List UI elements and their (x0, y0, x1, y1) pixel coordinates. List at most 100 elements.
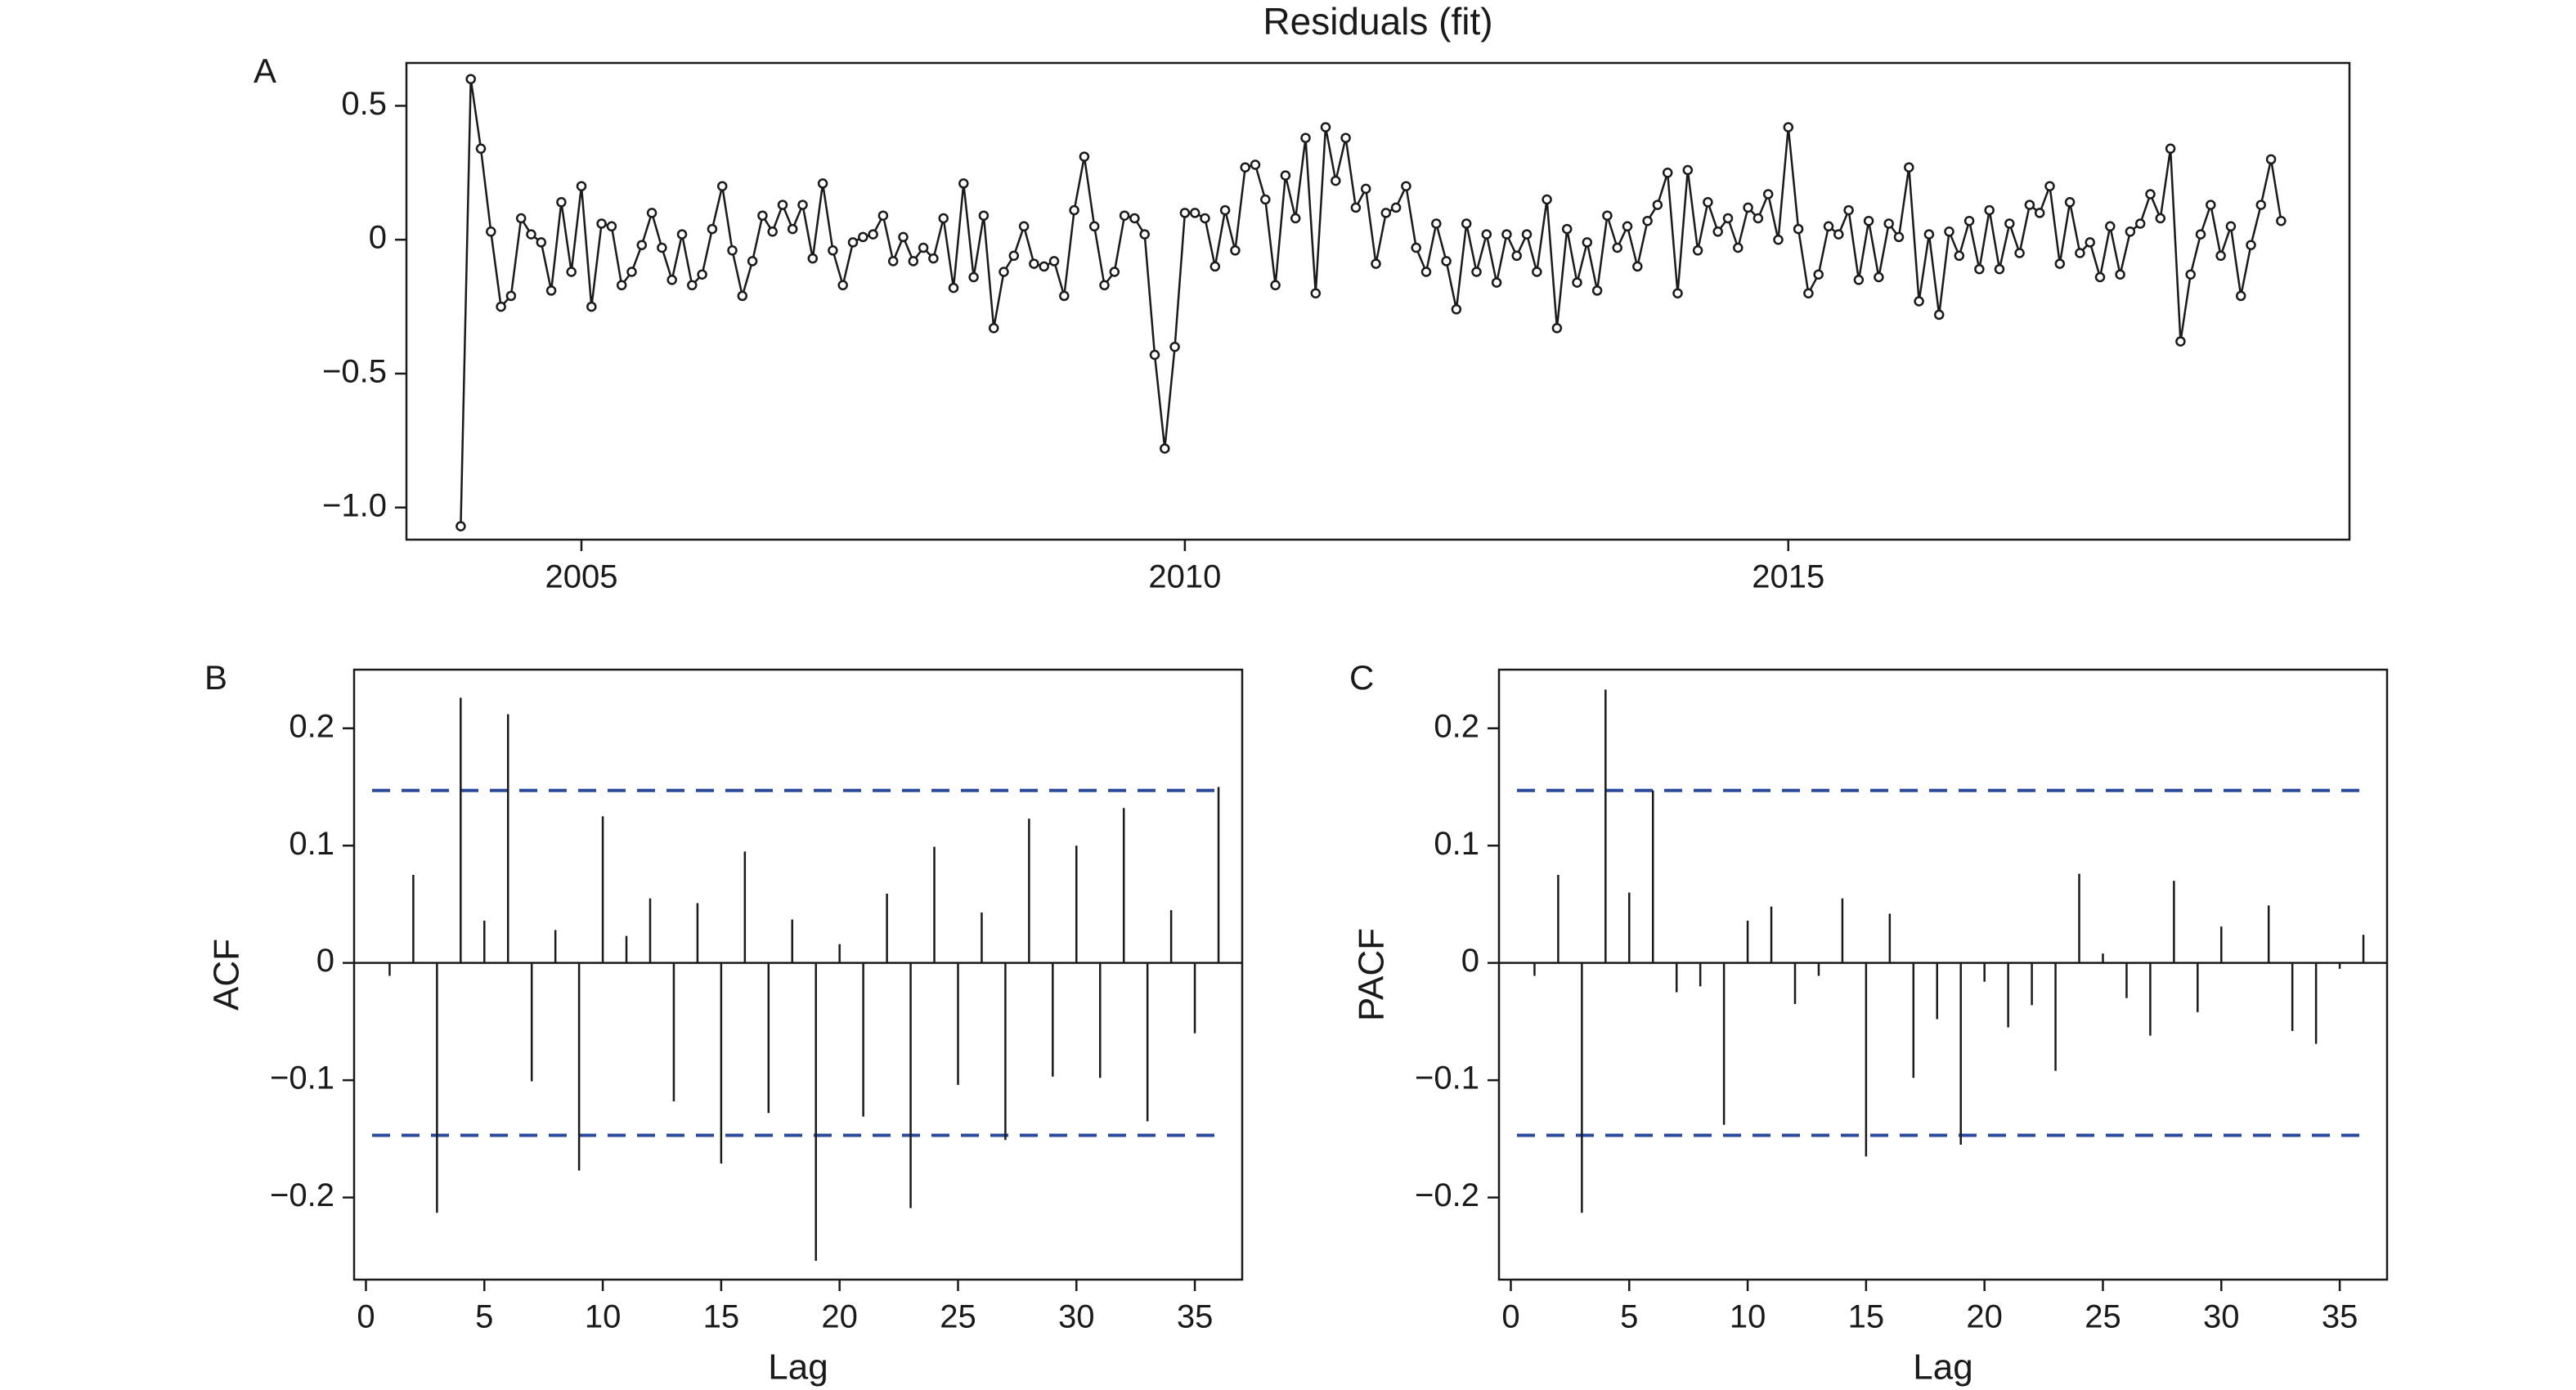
residual-point (2134, 218, 2146, 229)
residual-point (1773, 234, 1784, 245)
residual-point (1371, 258, 1381, 269)
residual-point (1752, 213, 1764, 224)
residual-point (2094, 271, 2106, 283)
residual-point (1069, 204, 1079, 216)
residual-point (657, 242, 667, 253)
residual-point (1984, 204, 1995, 216)
residual-point (747, 256, 758, 267)
residual-point (2255, 200, 2267, 210)
residual-point (586, 301, 597, 312)
residual-point (545, 285, 557, 296)
panel-letter: B (204, 658, 227, 697)
residual-point (576, 181, 587, 191)
residual-point (486, 226, 496, 237)
residual-point (948, 282, 959, 294)
residual-point (1703, 197, 1713, 208)
y-tick-label: 0.2 (289, 708, 334, 744)
y-tick-label: 0.1 (289, 826, 334, 862)
residual-point (1632, 261, 1643, 272)
residual-point (1300, 132, 1311, 143)
residual-point (1974, 263, 1985, 275)
x-tick-label: 10 (1730, 1299, 1766, 1335)
residual-point (465, 74, 476, 84)
residual-point (1793, 223, 1804, 235)
residual-point (1129, 213, 1140, 224)
residual-point (1874, 271, 1884, 283)
residual-point (1431, 218, 1442, 229)
plot-frame (405, 61, 2351, 541)
residual-point (2215, 250, 2226, 262)
residual-point (1893, 231, 1905, 243)
residual-point (1954, 250, 1965, 262)
x-tick-label: 20 (821, 1299, 858, 1335)
residual-point (868, 229, 878, 240)
residual-point (666, 275, 677, 285)
residual-point (1853, 275, 1865, 285)
y-tick-label: 0 (1461, 943, 1479, 979)
residual-point (2276, 215, 2287, 226)
residual-point (475, 143, 487, 155)
residual-point (1833, 229, 1844, 240)
residual-point (858, 231, 868, 243)
residual-point (1642, 215, 1653, 226)
residual-point (2235, 290, 2246, 302)
residual-point (1441, 256, 1452, 267)
residual-point (797, 200, 808, 210)
plot-frame (352, 668, 1244, 1281)
residual-point (1823, 221, 1834, 232)
x-tick-label: 30 (2203, 1299, 2240, 1335)
residual-point (1904, 162, 1914, 173)
residual-point (1933, 309, 1945, 321)
residual-point (1813, 269, 1824, 280)
residual-point (978, 210, 990, 221)
residual-point (515, 213, 527, 224)
chart-title: Residuals (fit) (1263, 0, 1492, 43)
residual-point (2014, 248, 2025, 258)
residual-point (1491, 277, 1502, 288)
residual-point (1340, 132, 1351, 143)
panel-c: C 0.2 0.1 0 −0.1 −0.2 0 5 10 15 20 25 30 35 Lag PACF (1349, 658, 2389, 1388)
residual-point (928, 253, 939, 264)
panel-b: B 0.2 0.1 0 −0.1 −0.2 0 5 10 15 20 25 30 35 Lag ACF (204, 658, 1244, 1388)
x-tick-label: 0 (357, 1299, 375, 1335)
residual-point (1963, 215, 1975, 226)
residual-point (988, 323, 999, 334)
residual-point (787, 223, 798, 235)
residual-point (1360, 183, 1371, 195)
residual-point (536, 237, 547, 248)
x-tick-label: 25 (940, 1299, 976, 1335)
residual-point (1059, 290, 1070, 302)
residual-point (1160, 443, 1170, 454)
residual-point (1722, 213, 1734, 224)
residual-point (2165, 143, 2176, 155)
residual-point (2024, 200, 2035, 210)
residual-point (2054, 258, 2066, 269)
residual-point (2125, 226, 2136, 237)
x-tick-label: 30 (1058, 1299, 1095, 1335)
residual-point (1682, 164, 1694, 176)
residual-point (1451, 304, 1462, 315)
residual-point (1561, 223, 1573, 235)
residual-point (1783, 122, 1794, 132)
x-tick-label: 5 (1620, 1299, 1638, 1335)
residual-point (1149, 349, 1160, 361)
residual-point (1039, 261, 1049, 272)
residual-point (1481, 229, 1492, 240)
residual-point (1863, 215, 1874, 226)
residual-point (606, 221, 617, 232)
residual-point (596, 218, 607, 229)
residual-point (1088, 221, 1100, 232)
residual-point (887, 256, 899, 267)
residual-point (2265, 154, 2277, 165)
x-tick-label: 2010 (1148, 559, 1221, 595)
plot-frame (1497, 668, 2389, 1281)
residual-point (767, 226, 778, 237)
x-tick-label: 2005 (545, 559, 617, 595)
y-tick-label: −0.5 (322, 353, 387, 389)
residual-point (1099, 280, 1110, 291)
x-axis-label: Lag (1913, 1347, 1972, 1388)
residual-point (646, 208, 657, 218)
residual-point (496, 301, 506, 312)
y-tick-label: 0.5 (341, 86, 387, 122)
